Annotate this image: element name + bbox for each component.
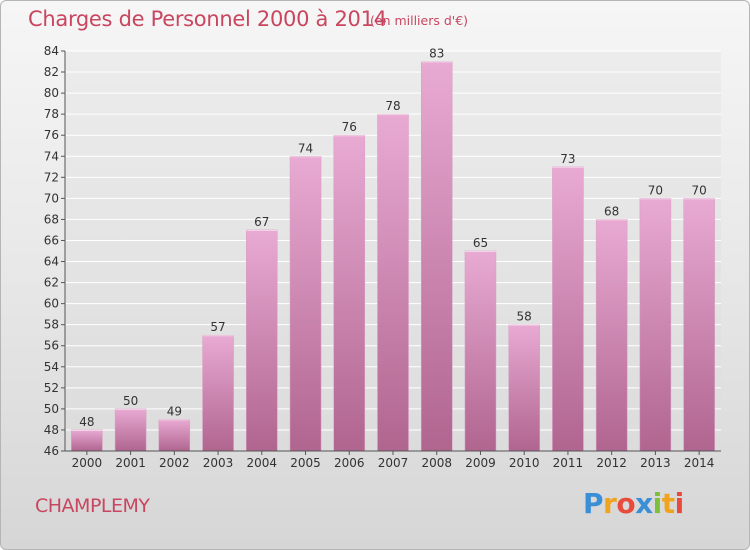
value-label: 68: [604, 204, 619, 218]
x-tick-label: 2012: [596, 456, 627, 470]
x-tick-label: 2001: [115, 456, 146, 470]
y-tick-label: 76: [44, 128, 59, 142]
x-tick-label: 2010: [509, 456, 540, 470]
value-label: 49: [167, 404, 182, 418]
x-tick-label: 2008: [421, 456, 452, 470]
bar: [683, 198, 715, 452]
x-tick-label: 2006: [334, 456, 365, 470]
value-label: 48: [79, 415, 94, 429]
value-label: 57: [210, 320, 225, 334]
bar: [639, 198, 672, 452]
y-tick-label: 46: [44, 444, 59, 458]
bar: [552, 166, 584, 452]
y-axis: 46 48 50 52 54 56 58 60 62 64 66 68 70 72 74 76 78 80 82 84: [44, 44, 66, 458]
x-tick-label: 2000: [72, 456, 103, 470]
bar: [246, 229, 278, 452]
x-tick-label: 2004: [247, 456, 278, 470]
bar: [71, 429, 103, 452]
value-label: 70: [648, 183, 663, 197]
x-tick-label: 2009: [465, 456, 496, 470]
bar: [114, 408, 147, 452]
logo-letter: i: [674, 487, 685, 520]
y-tick-label: 82: [44, 65, 59, 79]
logo-letter: o: [616, 487, 636, 520]
y-tick-label: 62: [44, 276, 59, 290]
y-tick-label: 60: [44, 297, 59, 311]
logo-letter: r: [603, 487, 617, 520]
value-label: 83: [429, 47, 444, 61]
value-label: 67: [254, 215, 269, 229]
bar: [158, 419, 191, 452]
x-tick-label: 2007: [378, 456, 409, 470]
y-tick-label: 50: [44, 402, 59, 416]
value-label: 78: [385, 99, 400, 113]
y-tick-label: 56: [44, 339, 59, 353]
y-tick-label: 68: [44, 212, 59, 226]
x-tick-label: 2002: [159, 456, 190, 470]
logo-letter: t: [661, 487, 675, 520]
x-tick-label: 2014: [684, 456, 715, 470]
y-tick-label: 58: [44, 318, 59, 332]
value-label: 50: [123, 394, 138, 408]
y-tick-label: 84: [44, 44, 59, 58]
y-tick-label: 66: [44, 233, 59, 247]
value-label: 58: [517, 310, 532, 324]
bar: [333, 134, 366, 452]
x-tick-label: 2011: [553, 456, 584, 470]
commune-name: CHAMPLEMY: [35, 495, 150, 517]
chart-unit-note: (en milliers d'€): [370, 13, 469, 28]
bar: [289, 156, 322, 452]
bar: [202, 334, 234, 452]
x-tick-label: 2013: [640, 456, 671, 470]
logo-letter: P: [583, 487, 604, 520]
bar: [420, 61, 453, 452]
bar: [595, 219, 628, 452]
value-label: 74: [298, 141, 313, 155]
x-tick-label: 2003: [203, 456, 234, 470]
value-label: 73: [560, 152, 575, 166]
x-tick-label: 2005: [290, 456, 321, 470]
y-tick-label: 74: [44, 149, 59, 163]
bar: [377, 113, 409, 452]
logo-letter: i: [652, 487, 663, 520]
bars: [71, 61, 715, 452]
value-labels: 48 50 49 57 67 74 76 78 83 65 58 73 68 70 70: [79, 47, 707, 429]
y-tick-label: 72: [44, 170, 59, 184]
y-tick-label: 78: [44, 107, 59, 121]
y-tick-label: 48: [44, 423, 59, 437]
proxiti-logo: Proxiti: [583, 487, 684, 520]
value-label: 76: [342, 120, 357, 134]
value-label: 70: [691, 183, 706, 197]
y-tick-label: 64: [44, 255, 59, 269]
bar: [464, 250, 497, 452]
y-tick-label: 80: [44, 86, 59, 100]
y-tick-label: 52: [44, 381, 59, 395]
bar: [508, 324, 540, 452]
value-label: 65: [473, 236, 488, 250]
logo-letter: x: [635, 487, 653, 520]
y-tick-label: 54: [44, 360, 59, 374]
chart-title: Charges de Personnel 2000 à 2014: [28, 7, 387, 31]
y-tick-label: 70: [44, 191, 59, 205]
x-axis: 2000 2001 2002 2003 2004 2005 2006 2007 2008 2009…: [65, 450, 721, 470]
